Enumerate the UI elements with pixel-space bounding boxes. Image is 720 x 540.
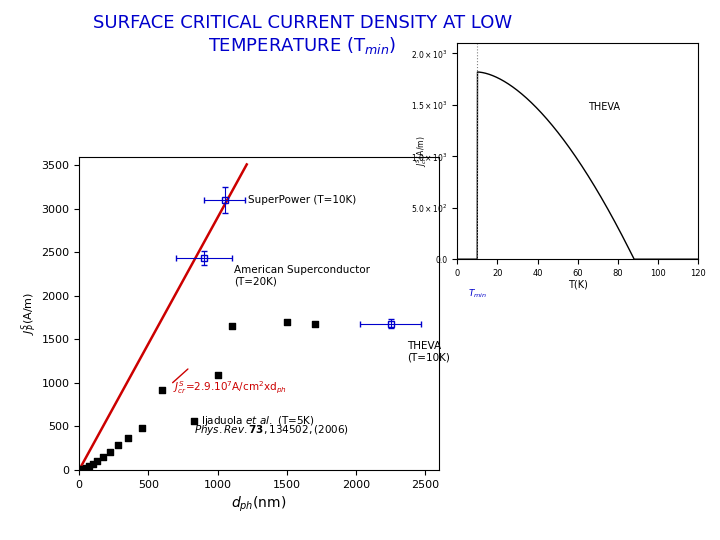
Point <box>97 453 109 461</box>
Text: $T_{min}$: $T_{min}$ <box>468 288 487 300</box>
Point <box>212 370 223 379</box>
Point <box>112 441 124 450</box>
Point <box>104 447 115 456</box>
Point <box>281 318 292 326</box>
Text: SURFACE CRITICAL CURRENT DENSITY AT LOW: SURFACE CRITICAL CURRENT DENSITY AT LOW <box>93 14 512 31</box>
Point <box>122 434 133 443</box>
Text: $\it{Phys.Rev.}$$\mathbf{73}$$\it{, 134502, (2006)}$: $\it{Phys.Rev.}$$\mathbf{73}$$\it{, 1345… <box>194 423 349 437</box>
X-axis label: T(K): T(K) <box>568 279 588 289</box>
Point <box>81 464 92 472</box>
Text: SuperPower (T=10K): SuperPower (T=10K) <box>248 195 356 205</box>
Text: $J^S_{cr}$(A/m): $J^S_{cr}$(A/m) <box>414 136 428 167</box>
Point <box>226 322 238 330</box>
Text: American Superconductor
(T=20K): American Superconductor (T=20K) <box>234 265 370 287</box>
Point <box>309 319 320 328</box>
Text: $J^S_{cr}$=2.9.10$^7$A/cm$^2$xd$_{ph}$: $J^S_{cr}$=2.9.10$^7$A/cm$^2$xd$_{ph}$ <box>174 380 287 396</box>
Point <box>83 462 94 471</box>
Y-axis label: $J^S_P$(A/m): $J^S_P$(A/m) <box>19 292 39 335</box>
Text: TEMPERATURE (T$_{min}$): TEMPERATURE (T$_{min}$) <box>208 35 397 56</box>
Text: THEVA: THEVA <box>588 102 620 112</box>
Point <box>91 457 103 465</box>
Text: THEVA
(T=10K): THEVA (T=10K) <box>408 341 450 363</box>
Text: Ijaduola $et\ al.$ (T=5K): Ijaduola $et\ al.$ (T=5K) <box>201 414 315 428</box>
Point <box>136 424 148 433</box>
Point <box>189 417 200 426</box>
X-axis label: $d_{ph}$(nm): $d_{ph}$(nm) <box>232 495 287 515</box>
Point <box>156 386 168 394</box>
Point <box>78 464 89 473</box>
Point <box>87 460 99 468</box>
